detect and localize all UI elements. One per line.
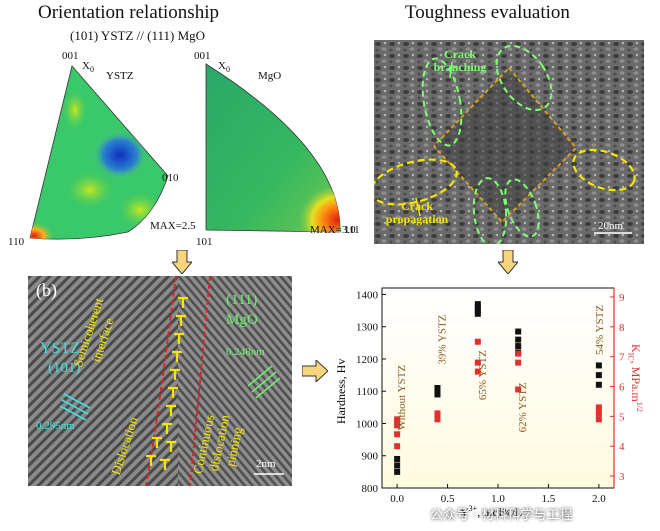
chart-y2label: KIC, MPa.m1/2: [626, 344, 644, 412]
ipf-mgo-corner-top: 001: [194, 50, 211, 62]
right-title: Toughness evaluation: [405, 2, 570, 23]
ipf-mgo: 001 X0 MgO 111 MAX=3.0 101: [192, 50, 372, 250]
hrtem-mgo-spacing: 0.248nm: [226, 346, 265, 358]
ipf-ystz-max: MAX=2.5: [150, 220, 196, 232]
hardness-chart: 800 900 1000 1100 1200 1300 1400 3 4 5 6 7 8 9 0.0 0.5 1…: [330, 274, 648, 526]
hardness-point: [474, 304, 481, 311]
hardness-point: [515, 328, 522, 335]
ipf-ystz: 001 X0 YSTZ 010 MAX=2.5 110: [8, 50, 200, 250]
x-tick-label: 1.5: [542, 493, 556, 505]
sem-micrograph: Crack branching Crack propagation 20nm: [374, 40, 644, 244]
ipf-ystz-corner-right: 010: [162, 172, 179, 184]
hardness-point: [474, 307, 481, 314]
chart-svg: 800 900 1000 1100 1200 1300 1400 3 4 5 6 7 8 9 0.0 0.5 1…: [356, 287, 625, 505]
ipf-ystz-x0: X0: [82, 60, 94, 75]
annotation-label: 54% YSTZ: [594, 305, 606, 355]
kic-point: [394, 443, 401, 450]
kic-point: [515, 350, 522, 357]
y2-tick-label: 6: [619, 382, 625, 394]
ipf-ystz-figure: [29, 65, 169, 240]
ipf-ystz-corner-top: 001: [62, 50, 79, 62]
hardness-point: [434, 391, 441, 398]
hrtem-ystz-plane: (101): [48, 360, 81, 376]
kic-point: [434, 410, 441, 417]
hardness-point: [394, 462, 401, 469]
y2-tick-label: 4: [619, 441, 625, 453]
ipf-mgo-name: MgO: [258, 70, 282, 82]
ipf-mgo-max: MAX=3.0: [310, 224, 356, 236]
y-tick-label: 1300: [356, 322, 379, 334]
sem-label-propagation: Crack propagation: [385, 199, 449, 226]
hrtem-mgo-name: MgO: [226, 312, 258, 328]
left-subtitle: (101) YSTZ // (111) MgO: [70, 28, 206, 43]
hrtem-image: (b) YSTZ (101) 0.295nm (111) MgO 0.248nm…: [28, 276, 292, 486]
kic-point: [474, 359, 481, 366]
hardness-point: [474, 301, 481, 308]
chart-ylabel: Hardness, Hv: [334, 358, 348, 424]
sem-texture: [374, 40, 644, 244]
hardness-point: [434, 388, 441, 395]
arrow-right: [302, 360, 328, 382]
y2-tick-label: 8: [619, 322, 625, 334]
kic-point: [394, 431, 401, 438]
sem-label-branching: Crack branching: [433, 47, 487, 74]
y2-tick-label: 3: [619, 471, 625, 483]
left-title: Orientation relationship: [38, 2, 219, 23]
hrtem-panel-label: (b): [36, 280, 57, 300]
y2-tick-label: 9: [619, 292, 625, 304]
kic-point: [515, 359, 522, 366]
kic-point: [474, 338, 481, 345]
arrow-down-right: [498, 250, 518, 274]
chart-xlabel: Y3+, mol%/L: [460, 504, 523, 519]
kic-point: [595, 410, 602, 417]
x-tick-label: 2.0: [592, 493, 606, 505]
y-tick-label: 800: [362, 483, 379, 495]
y2-tick-label: 7: [619, 352, 625, 364]
ipf-mgo-figure: [205, 63, 341, 233]
x-tick-label: 0.5: [441, 493, 455, 505]
hardness-point: [595, 381, 602, 388]
kic-point: [595, 404, 602, 411]
hrtem-mgo-plane: (111): [226, 292, 258, 308]
x-tick-label: 1.0: [491, 493, 505, 505]
annotation-label: 62% YSTZ: [517, 382, 529, 432]
watermark: 公众号 · 材料科学与工程: [430, 508, 573, 523]
annotation-label: Without YSTZ: [396, 365, 408, 431]
y-tick-label: 1200: [356, 354, 379, 366]
sem-scale-bar: 20nm: [598, 220, 624, 232]
ipf-mgo-corner-left: 101: [196, 236, 213, 248]
y-tick-label: 1000: [356, 418, 379, 430]
plot-area: [381, 287, 615, 489]
y2-tick-label: 5: [619, 411, 625, 423]
kic-point: [595, 416, 602, 423]
hardness-point: [515, 343, 522, 350]
ipf-mgo-x0: X0: [218, 60, 230, 75]
hardness-point: [394, 455, 401, 462]
annotation-label: 65% YSTZ: [477, 350, 489, 400]
arrow-down-left: [172, 250, 192, 274]
hardness-point: [595, 362, 602, 369]
hardness-point: [595, 372, 602, 379]
ipf-mgo-corner-right: 111: [344, 224, 360, 236]
hrtem-ystz-name: YSTZ: [40, 340, 80, 357]
hardness-point: [434, 385, 441, 391]
hrtem-scale-bar: 2nm: [256, 458, 276, 470]
kic-point: [515, 386, 522, 393]
hardness-point: [515, 336, 522, 343]
y-tick-label: 900: [362, 451, 379, 463]
annotation-label: 39% YSTZ: [436, 314, 448, 364]
ipf-ystz-name: YSTZ: [106, 70, 134, 82]
ipf-ystz-corner-left: 110: [8, 236, 25, 248]
hrtem-fringes: [28, 276, 292, 486]
y-tick-label: 1100: [356, 386, 378, 398]
y-tick-label: 1400: [356, 289, 379, 301]
hardness-point: [394, 468, 401, 475]
hrtem-ystz-spacing: 0.295nm: [36, 420, 75, 432]
hardness-point: [474, 310, 481, 317]
kic-point: [394, 416, 401, 423]
kic-point: [474, 368, 481, 375]
x-tick-label: 0.0: [390, 493, 404, 505]
